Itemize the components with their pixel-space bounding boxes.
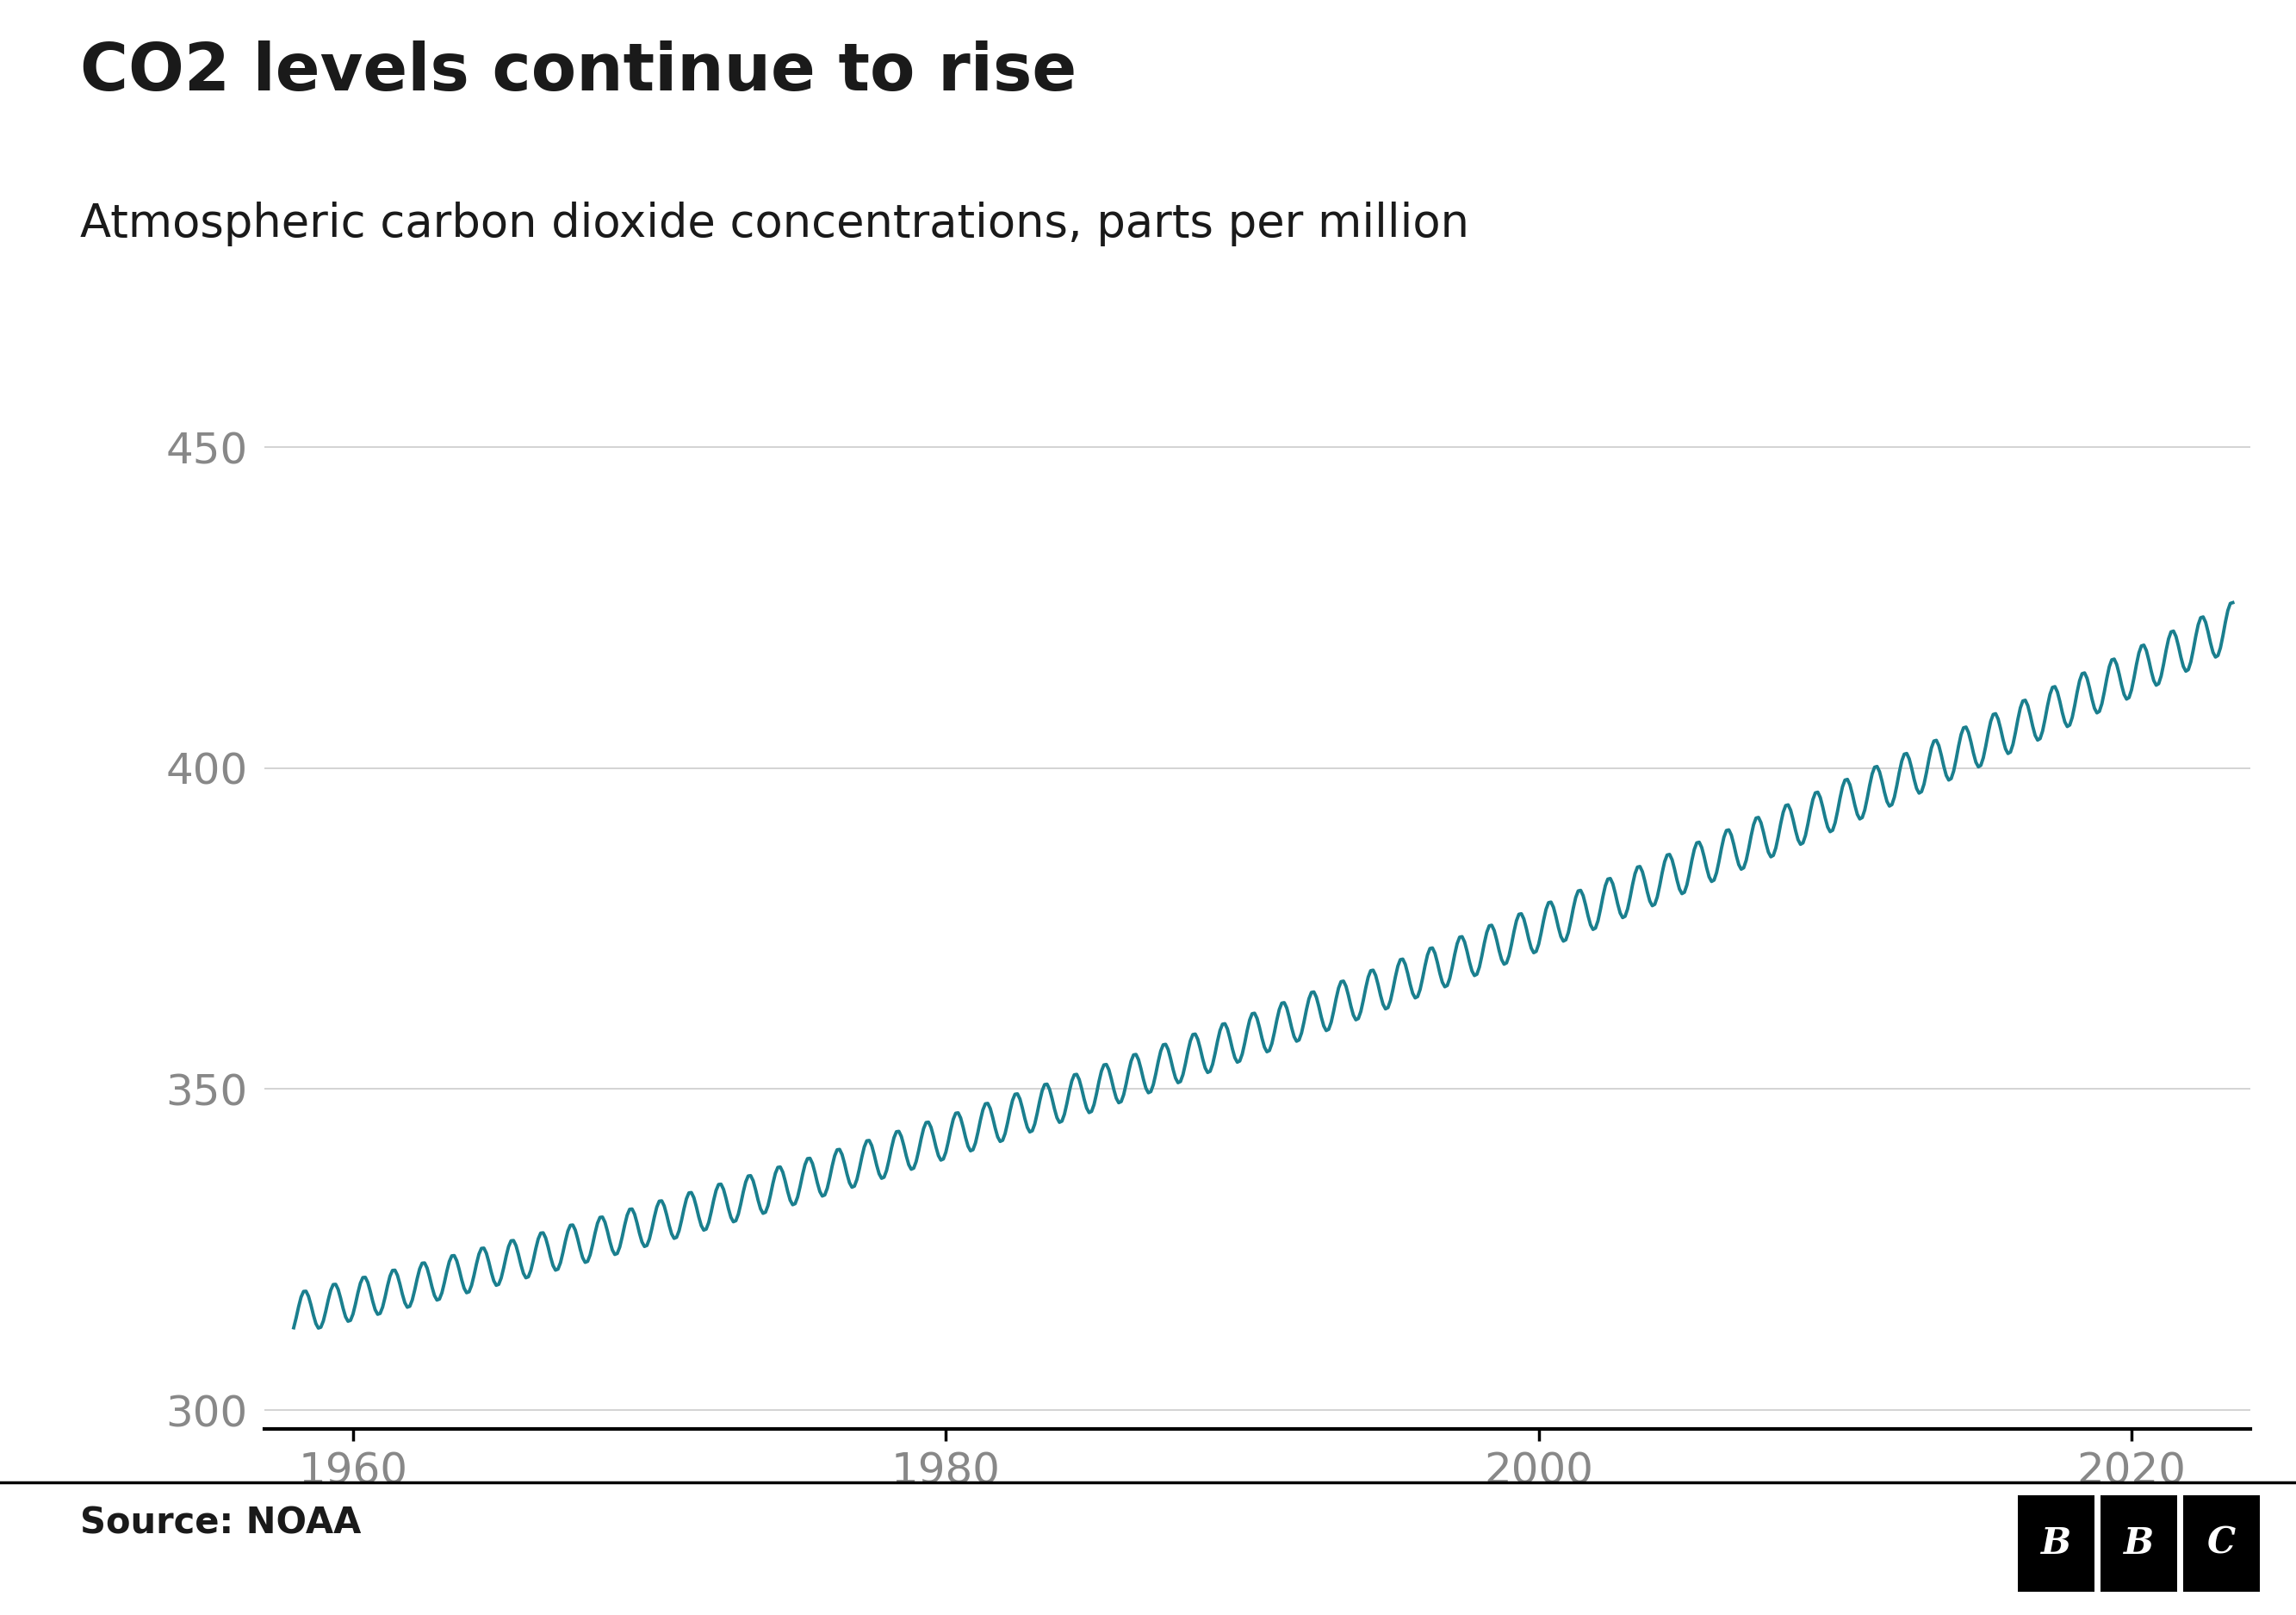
Text: C: C	[2206, 1525, 2236, 1562]
FancyBboxPatch shape	[2018, 1495, 2094, 1591]
Text: B: B	[2124, 1525, 2154, 1562]
FancyBboxPatch shape	[2101, 1495, 2177, 1591]
Text: Source: NOAA: Source: NOAA	[80, 1505, 360, 1541]
Text: B: B	[2041, 1525, 2071, 1562]
FancyBboxPatch shape	[2183, 1495, 2259, 1591]
Text: CO2 levels continue to rise: CO2 levels continue to rise	[80, 40, 1077, 103]
Text: Atmospheric carbon dioxide concentrations, parts per million: Atmospheric carbon dioxide concentration…	[80, 202, 1469, 247]
